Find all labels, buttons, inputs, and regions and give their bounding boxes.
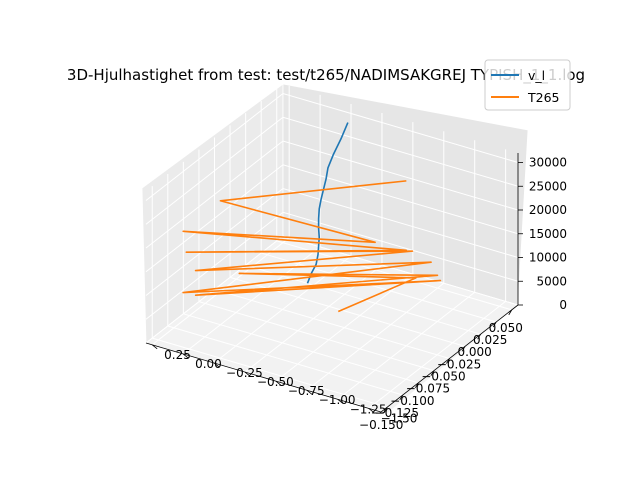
legend: v_l T265 [484, 59, 571, 111]
y-tick-label: −0.25 [226, 366, 263, 380]
x-tick-label: −0.050 [421, 370, 465, 384]
tick-labels: −0.150−0.125−0.100−0.075−0.050−0.0250.00… [164, 156, 567, 433]
axes [145, 153, 523, 413]
x-tick-label: 0.025 [473, 333, 507, 347]
y-tick-mark [337, 398, 343, 404]
z-grid-line [145, 116, 519, 225]
y-grid-floor [275, 273, 414, 382]
z-grid-line [145, 187, 519, 296]
x-grid-floor [214, 289, 450, 359]
z-grid-line [145, 92, 519, 201]
x-tick-label: −0.150 [359, 418, 403, 432]
x-tick-label: −0.075 [406, 382, 450, 396]
y-tick-mark [368, 408, 374, 413]
x-axis-line [380, 304, 519, 413]
y-grid-floor [337, 291, 476, 400]
x-grid-floor [183, 313, 419, 384]
y-tick-label: 0.25 [164, 348, 191, 362]
z-tick-label: 10000 [529, 251, 567, 265]
z-grid-line [145, 211, 519, 320]
z-tick-label: 5000 [536, 274, 567, 288]
y-tick-mark [213, 362, 220, 368]
grid-lines [145, 85, 519, 409]
x-grid-floor [245, 264, 481, 335]
y-tick-mark [306, 389, 313, 395]
y-axis-line [145, 342, 382, 413]
x-tick-label: −0.025 [437, 357, 481, 371]
chart-title: 3D-Hjulhastighet from test: test/t265/NA… [67, 66, 585, 85]
x-grid-floor [198, 301, 435, 372]
z-tick-label: 20000 [529, 203, 567, 217]
series-layer [182, 122, 442, 313]
y-tick-mark [151, 344, 158, 350]
legend-label-t265: T265 [527, 90, 560, 105]
x-tick-label: −0.100 [390, 394, 434, 408]
y-tick-label: −1.00 [319, 393, 356, 407]
x-tick-label: 0.000 [457, 345, 491, 359]
y-grid-floor [244, 264, 383, 373]
z-grid-line [145, 164, 519, 273]
z-tick-label: 0 [559, 298, 567, 312]
y-grid-floor [182, 246, 321, 355]
x-tick-label: −0.125 [375, 406, 419, 420]
z-tick-label: 25000 [529, 179, 567, 193]
y-tick-label: −0.50 [257, 375, 294, 389]
y-tick-mark [182, 353, 189, 359]
x-tick-label: 0.050 [489, 321, 523, 335]
z-grid-line [145, 140, 519, 249]
y-tick-label: 0.00 [195, 357, 222, 371]
y-tick-label: −1.50 [381, 411, 418, 425]
z-tick-label: 30000 [529, 156, 567, 170]
y-grid-floor [306, 282, 445, 391]
x-grid-floor [261, 252, 497, 323]
y-tick-label: −1.25 [350, 402, 387, 416]
x-grid-floor [152, 337, 388, 408]
z-tick-label: 15000 [529, 227, 567, 241]
y-tick-label: −0.75 [288, 384, 325, 398]
y-tick-mark [275, 380, 282, 386]
series-line-t265 [182, 180, 442, 313]
legend-label-v_l: v_l [528, 68, 545, 83]
y-tick-mark [244, 371, 251, 377]
y-grid-floor [368, 300, 506, 409]
x-grid-floor [167, 325, 403, 396]
z-grid-line [145, 235, 519, 344]
